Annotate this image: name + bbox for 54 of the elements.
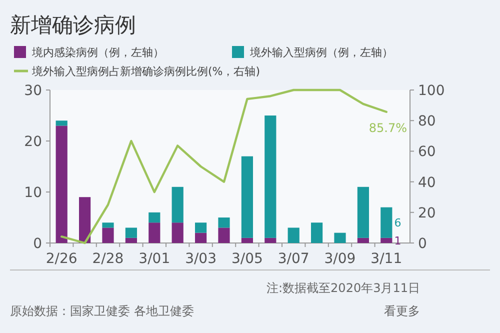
x-tick-label: 3/09	[324, 251, 356, 267]
x-tick-label: 3/05	[231, 251, 263, 267]
bar	[195, 222, 207, 233]
text: 原始数据：国家卫健委 各地卫健委	[10, 304, 194, 318]
bar	[218, 228, 230, 243]
data-label: 85.7%	[368, 120, 407, 135]
x-tick-label: 3/11	[370, 251, 402, 267]
text: 注:数据截至2020年3月11日	[266, 281, 420, 295]
bar	[264, 116, 276, 238]
bar	[79, 197, 91, 243]
bar	[357, 238, 369, 243]
text: 看更多	[384, 304, 420, 318]
bar	[102, 222, 114, 228]
y2-tick-label: 20	[418, 205, 436, 222]
bar	[380, 238, 392, 243]
bar	[311, 222, 323, 243]
data-label: 6	[394, 216, 402, 230]
bar	[56, 120, 68, 126]
bar	[357, 186, 369, 238]
bar	[125, 228, 137, 238]
bar	[56, 126, 68, 243]
bar	[148, 212, 160, 223]
bar	[264, 238, 276, 243]
data-label: 1	[394, 234, 402, 248]
x-tick-label: 3/03	[185, 251, 217, 267]
y2-tick-label: 40	[418, 174, 436, 191]
chart-title: 新增确诊病例	[10, 13, 136, 37]
bar	[288, 228, 300, 243]
bar	[241, 238, 253, 243]
y2-tick-label: 60	[418, 144, 436, 160]
y-tick-label: 20	[24, 134, 42, 150]
bar	[148, 222, 160, 243]
bar	[241, 156, 253, 238]
y-tick-label: 0	[33, 236, 42, 252]
x-tick-label: 2/26	[46, 251, 78, 267]
x-tick-label: 3/01	[138, 251, 170, 267]
x-tick-label: 2/28	[92, 251, 124, 267]
bar	[195, 232, 207, 243]
y2-tick-label: 100	[418, 83, 445, 99]
legend-label: 境内感染病例（例，左轴）	[31, 46, 164, 59]
bar	[334, 232, 346, 243]
legend-label: 境外输入型病例占新增确诊病例比例(%，右轴)	[31, 65, 260, 78]
bar	[172, 186, 184, 223]
x-tick-label: 3/07	[278, 251, 310, 267]
bar	[218, 218, 230, 228]
bar	[172, 222, 184, 243]
y-tick-label: 10	[24, 185, 42, 201]
y-tick-label: 30	[24, 83, 42, 99]
y2-tick-label: 0	[418, 236, 427, 252]
y2-tick-label: 80	[418, 114, 436, 130]
bar	[125, 238, 137, 243]
legend-label: 境外输入型病例（例，左轴）	[249, 46, 393, 59]
bar	[380, 207, 392, 238]
bar	[102, 228, 114, 243]
